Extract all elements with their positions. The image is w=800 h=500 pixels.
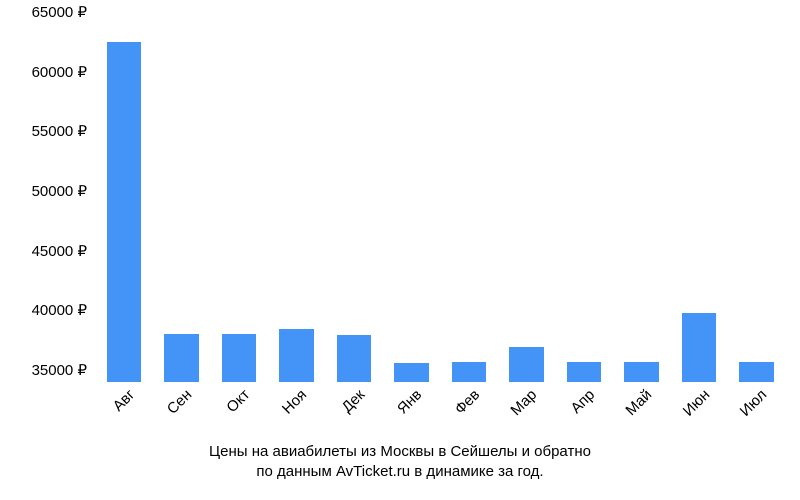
- y-tick-label: 50000 ₽: [32, 182, 95, 200]
- bar: [739, 362, 774, 382]
- bar: [164, 334, 199, 382]
- x-tick-label: Фев: [447, 382, 483, 418]
- bar: [509, 347, 544, 382]
- y-tick-label: 45000 ₽: [32, 242, 95, 260]
- x-tick-label: Июн: [675, 382, 713, 420]
- y-tick-label: 35000 ₽: [32, 361, 95, 379]
- x-tick-label: Апр: [563, 382, 598, 417]
- caption-line-1: Цены на авиабилеты из Москвы в Сейшелы и…: [0, 442, 800, 462]
- x-tick-label: Ноя: [275, 382, 311, 418]
- y-tick-label: 40000 ₽: [32, 301, 95, 319]
- y-tick-label: 55000 ₽: [32, 122, 95, 140]
- bar: [107, 42, 142, 382]
- x-tick-label: Дек: [334, 382, 368, 416]
- bar: [567, 362, 602, 382]
- bar: [222, 334, 257, 382]
- chart-caption: Цены на авиабилеты из Москвы в Сейшелы и…: [0, 442, 800, 483]
- x-tick-label: Мар: [503, 382, 540, 419]
- x-tick-label: Авг: [105, 382, 138, 415]
- plot-area: 35000 ₽40000 ₽45000 ₽50000 ₽55000 ₽60000…: [95, 12, 785, 382]
- price-chart: 35000 ₽ 40000 ₽ 45000 ₽ 50000 ₽ 55000 ₽ 60000…: [0, 0, 800, 500]
- x-tick-label: Янв: [390, 382, 425, 417]
- x-tick-label: Май: [618, 382, 655, 419]
- bar: [279, 329, 314, 382]
- bar: [394, 363, 429, 382]
- caption-line-2: по данным AvTicket.ru в динамике за год.: [0, 462, 800, 482]
- x-tick-label: Сен: [160, 382, 196, 418]
- x-tick-label: Июл: [733, 382, 771, 420]
- bar: [682, 313, 717, 382]
- y-tick-label: 65000 ₽: [32, 3, 95, 21]
- bar: [337, 335, 372, 382]
- y-tick-label: 60000 ₽: [32, 63, 95, 81]
- bar: [452, 362, 487, 382]
- bar: [624, 362, 659, 382]
- x-tick-label: Окт: [219, 382, 253, 416]
